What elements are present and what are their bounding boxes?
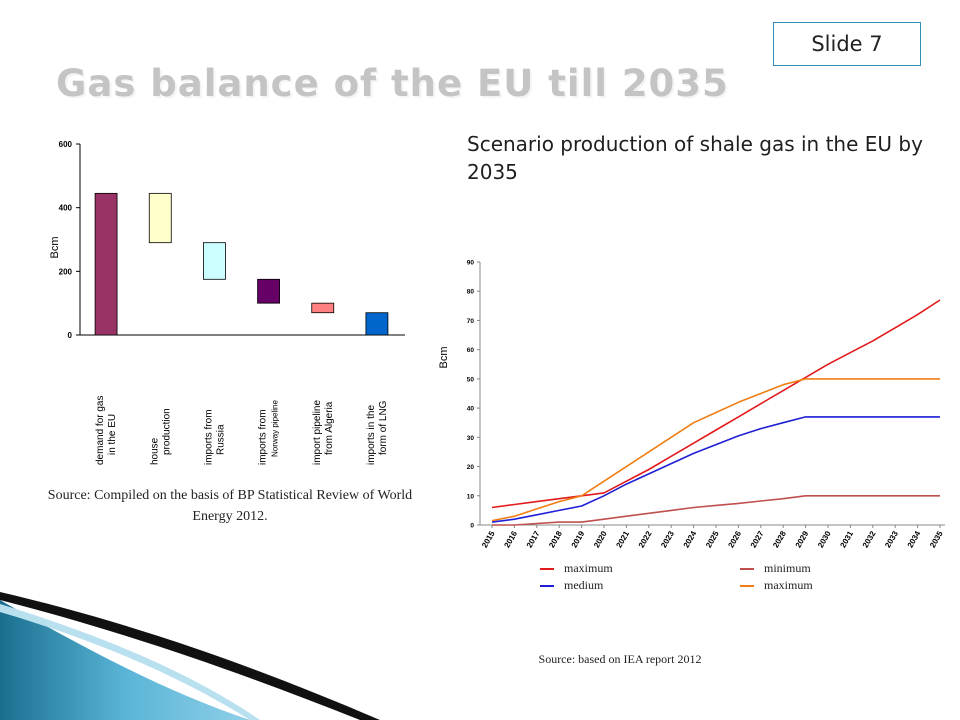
legend-swatch [740, 567, 754, 570]
series-line [491, 378, 940, 522]
line-chart-legend: maximum medium minimum maximum [540, 561, 870, 595]
y-tick-label: 60 [467, 347, 475, 354]
x-category-label-line1: imports from [203, 409, 214, 465]
x-category-label-line1: imports in the [366, 405, 377, 465]
y-tick-label: 80 [467, 289, 475, 296]
legend-swatch [540, 584, 554, 587]
legend-item: maximum [540, 561, 613, 576]
x-category-label: imports in the form of LNG [366, 400, 389, 465]
waterfall-bar [148, 192, 172, 244]
y-tick-label: 50 [467, 376, 475, 383]
x-category-label-line2: Norway pipeline [271, 400, 280, 457]
y-tick-label: 200 [59, 267, 73, 276]
scenario-title: Scenario production of shale gas in the … [467, 132, 923, 184]
series-line [492, 494, 940, 526]
y-tick-label: 70 [467, 318, 475, 325]
waterfall-bar [203, 242, 226, 280]
x-category-label-line2: Russia [215, 424, 226, 455]
x-category-label: imports from Norway pipeline [258, 400, 280, 465]
y-tick-label: 30 [467, 435, 475, 442]
y-axis-label: Bcm [438, 347, 450, 369]
x-category-label-line2: from Algeria [324, 401, 335, 455]
y-tick-label: 90 [467, 260, 475, 267]
x-category-label: imports from Russia [203, 409, 226, 465]
legend-label: minimum [764, 561, 811, 575]
x-category-label: house production [149, 408, 172, 465]
legend-item: medium [540, 578, 603, 593]
waterfall-bar [311, 302, 335, 314]
x-category-label-line2: form of LNG [378, 400, 389, 455]
x-category-label-line1: demand for gas [95, 396, 106, 466]
y-tick-label: 600 [59, 140, 73, 149]
waterfall-bar [257, 278, 280, 304]
waterfall-bar [94, 192, 118, 336]
legend-swatch [740, 584, 754, 587]
y-tick-label: 40 [467, 406, 475, 413]
y-tick-label: 20 [467, 464, 475, 471]
legend-item: minimum [740, 561, 811, 576]
left-chart-source: Source: Compiled on the basis of BP Stat… [47, 488, 413, 524]
x-category-label-line1: imports from [258, 409, 269, 465]
slide-number-badge: Slide 7 [773, 22, 921, 66]
x-category-label-line2: in the EU [107, 414, 118, 455]
series-line [491, 299, 941, 509]
x-category-label: demand for gas in the EU [95, 396, 118, 466]
y-tick-label: 400 [59, 204, 73, 213]
legend-item: maximum [740, 578, 813, 593]
y-tick-label: 10 [467, 493, 475, 500]
legend-label: medium [564, 578, 604, 592]
right-chart-source: Source: based on IEA report 2012 [538, 652, 702, 666]
x-category-label-line1: import pipeline [312, 400, 323, 465]
y-axis-label: Bcm [49, 237, 61, 259]
x-category-label-line1: house [149, 437, 160, 465]
series-line [491, 416, 940, 523]
y-tick-label: 0 [470, 523, 474, 530]
x-category-label-line2: production [161, 408, 172, 455]
legend-swatch [540, 567, 554, 570]
y-tick-label: 0 [68, 331, 73, 340]
waterfall-bar [365, 312, 389, 336]
legend-label: maximum [564, 561, 613, 575]
page-title: Gas balance of the EU till 2035 [56, 62, 729, 105]
x-category-label: import pipeline from Algeria [312, 400, 335, 465]
legend-label: maximum [764, 578, 813, 592]
